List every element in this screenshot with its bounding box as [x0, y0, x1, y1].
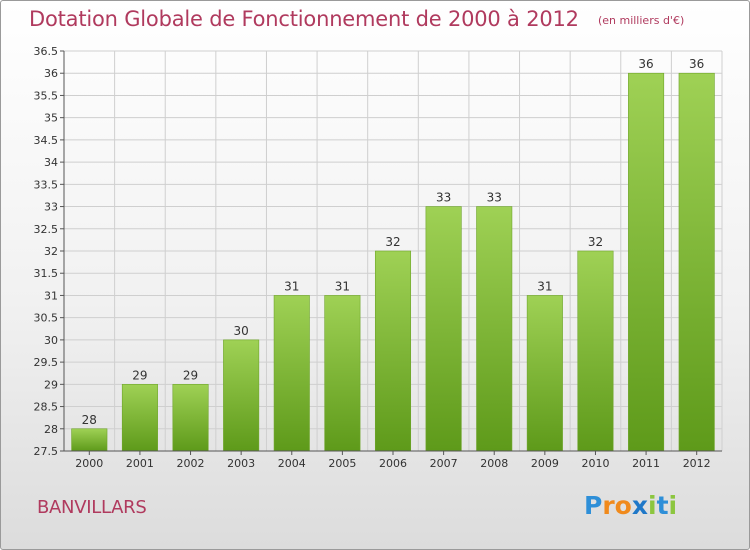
bar	[476, 206, 513, 452]
label-layer: 28 29 29 30 31 31 32 33 33 31 32 36 36	[82, 57, 705, 427]
data-label: 30	[234, 324, 249, 338]
y-tick-label: 33	[44, 201, 58, 214]
x-tick-label: 2008	[480, 457, 508, 470]
x-tick-label: 2011	[632, 457, 660, 470]
data-label: 31	[284, 279, 299, 293]
logo-letter: x	[631, 491, 648, 520]
data-label: 33	[487, 191, 502, 205]
y-tick-label: 30	[44, 334, 58, 347]
y-tick-label: 31	[44, 289, 58, 302]
y-tick-label: 35	[44, 112, 58, 125]
bar	[324, 295, 361, 452]
logo-letter: i	[648, 491, 657, 520]
data-label: 33	[436, 191, 451, 205]
title-row: Dotation Globale de Fonctionnement de 20…	[29, 7, 684, 31]
data-label: 36	[638, 57, 653, 71]
data-label: 28	[82, 413, 97, 427]
x-tick-label: 2006	[379, 457, 407, 470]
chart-unit: (en milliers d'€)	[597, 14, 685, 27]
bar	[121, 384, 158, 452]
bar	[71, 428, 108, 452]
data-label: 32	[385, 235, 400, 249]
data-label: 36	[689, 57, 704, 71]
bar-layer	[71, 72, 715, 452]
x-tick-label: 2002	[177, 457, 205, 470]
bar	[678, 72, 715, 452]
y-tick-label: 32.5	[34, 223, 59, 236]
y-tick-label: 28.5	[34, 401, 59, 414]
bar	[577, 250, 614, 452]
y-tick-label: 33.5	[34, 178, 59, 191]
logo-letter: P	[584, 491, 603, 520]
bar	[223, 339, 260, 452]
data-label: 32	[588, 235, 603, 249]
data-label: 29	[132, 368, 147, 382]
bar	[172, 384, 209, 452]
y-tick-label: 36	[44, 67, 58, 80]
data-label: 29	[183, 368, 198, 382]
logo-letter: r	[602, 491, 615, 520]
y-tick-label: 35.5	[34, 89, 59, 102]
data-label: 31	[335, 279, 350, 293]
y-tick-label: 29.5	[34, 356, 59, 369]
chart-title: Dotation Globale de Fonctionnement de 20…	[29, 7, 579, 31]
y-tick-label: 30.5	[34, 312, 59, 325]
logo-letter: o	[614, 491, 632, 520]
bar	[374, 250, 412, 452]
y-tick-label: 36.5	[34, 45, 59, 58]
y-tick-label: 34	[44, 156, 58, 169]
y-tick-label: 31.5	[34, 267, 59, 280]
x-tick-label: 2004	[278, 457, 306, 470]
bar	[425, 206, 462, 452]
y-tick-label: 34.5	[34, 134, 59, 147]
y-tick-label: 27.5	[34, 445, 59, 458]
y-tick-label: 28	[44, 423, 58, 436]
axis-layer: 27.5 28 28.5 29 29.5 30 30.5 31 31.5 32 32.5 33 33.5…	[34, 45, 722, 470]
x-tick-label: 2012	[683, 457, 711, 470]
x-tick-label: 2001	[126, 457, 154, 470]
x-tick-label: 2007	[430, 457, 458, 470]
commune-name: BANVILLARS	[37, 497, 147, 518]
x-tick-label: 2000	[75, 457, 103, 470]
bar	[526, 295, 563, 452]
logo-letter: i	[668, 491, 678, 520]
x-tick-label: 2010	[581, 457, 609, 470]
y-tick-label: 29	[44, 378, 58, 391]
data-label: 31	[537, 279, 552, 293]
x-tick-label: 2003	[227, 457, 255, 470]
x-tick-label: 2009	[531, 457, 559, 470]
proxiti-logo[interactable]: Proxiti	[584, 491, 677, 520]
bar	[628, 72, 665, 452]
x-tick-label: 2005	[328, 457, 356, 470]
logo-letter: t	[656, 491, 669, 520]
bar	[273, 295, 310, 452]
y-tick-label: 32	[44, 245, 58, 258]
